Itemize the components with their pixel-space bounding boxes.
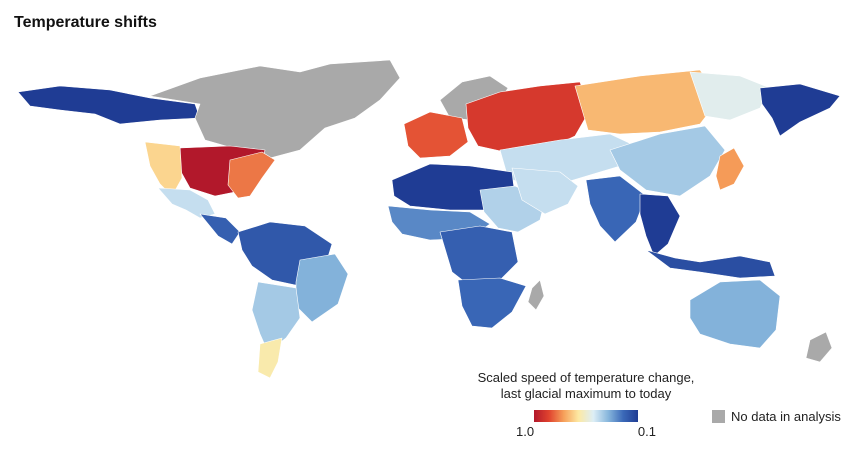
region-western-europe [403, 111, 469, 159]
region-india [585, 175, 647, 243]
region-northern-canada-and-greenland [149, 59, 401, 159]
region-central-america [199, 213, 241, 245]
map-title: Temperature shifts [14, 14, 157, 31]
legend-tick-low: 0.1 [637, 424, 656, 439]
region-patagonia [257, 337, 283, 379]
region-middle-east [511, 167, 579, 215]
region-china [609, 125, 726, 197]
region-eastern-united-states [227, 151, 276, 199]
region-new-zealand [805, 331, 833, 363]
region-japan [715, 147, 745, 191]
region-central-africa [439, 225, 519, 287]
region-southern-africa [457, 277, 527, 329]
region-eastern-brazil [295, 253, 349, 323]
region-eastern-siberia [689, 71, 771, 121]
map-regions [17, 59, 841, 379]
no-data-legend: No data in analysis [712, 409, 841, 424]
region-alaska-and-western-canada [17, 85, 201, 125]
no-data-swatch [712, 410, 725, 423]
region-madagascar [527, 279, 545, 311]
legend: Scaled speed of temperature change, last… [466, 370, 706, 440]
legend-ticks: 1.0 0.1 [516, 424, 656, 440]
region-russian-far-east [759, 83, 841, 137]
region-australia [689, 279, 781, 349]
legend-title-line-2: last glacial maximum to today [500, 386, 672, 401]
legend-title-line-1: Scaled speed of temperature change, [477, 370, 695, 385]
region-southeast-asia [639, 193, 681, 257]
legend-color-scale [534, 410, 638, 422]
no-data-label: No data in analysis [731, 409, 841, 424]
region-indonesia [645, 249, 776, 279]
legend-tick-high: 1.0 [516, 424, 535, 439]
region-siberia [574, 69, 721, 135]
region-western-united-states [144, 141, 183, 197]
region-eastern-europe-and-western-russia [465, 81, 591, 153]
